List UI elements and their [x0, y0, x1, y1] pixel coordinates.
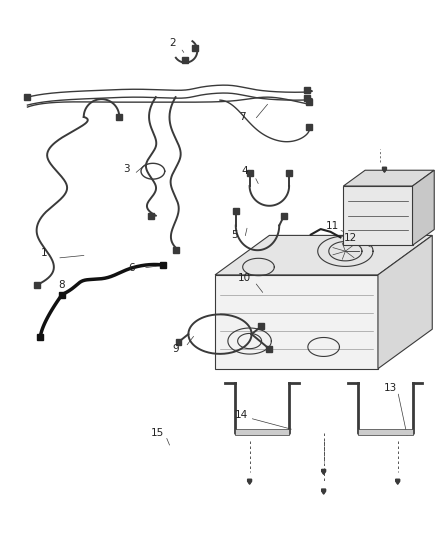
Bar	[192, 45, 198, 51]
Bar	[160, 262, 166, 268]
Text: 9: 9	[172, 344, 179, 354]
Polygon shape	[396, 479, 400, 484]
Bar	[176, 339, 181, 345]
Text: 10: 10	[238, 273, 251, 283]
Bar	[306, 124, 312, 130]
Text: 2: 2	[169, 38, 176, 48]
Bar	[117, 114, 122, 120]
Text: 4: 4	[241, 166, 248, 176]
Polygon shape	[235, 429, 289, 435]
Text: 14: 14	[235, 410, 248, 420]
Bar	[59, 292, 65, 297]
Bar	[304, 87, 310, 93]
Bar	[233, 208, 239, 214]
Bar	[281, 213, 287, 219]
Polygon shape	[215, 275, 378, 369]
Text: 3: 3	[123, 164, 130, 174]
Text: 6: 6	[128, 263, 134, 273]
Text: 11: 11	[326, 221, 339, 231]
Polygon shape	[343, 186, 413, 245]
Bar	[34, 282, 40, 288]
Bar	[247, 170, 253, 176]
Text: 5: 5	[232, 230, 238, 240]
Bar	[183, 56, 188, 62]
Polygon shape	[215, 236, 432, 275]
Text: 8: 8	[59, 280, 65, 290]
Bar	[25, 94, 30, 100]
Polygon shape	[358, 429, 413, 435]
Text: 12: 12	[344, 233, 357, 244]
Text: 7: 7	[240, 112, 246, 122]
Bar	[148, 213, 154, 219]
Bar	[286, 170, 292, 176]
Bar	[258, 324, 265, 329]
Bar	[173, 247, 179, 253]
Text: 15: 15	[151, 428, 164, 438]
Polygon shape	[382, 167, 386, 172]
Polygon shape	[378, 236, 432, 369]
Polygon shape	[343, 170, 434, 186]
Text: 1: 1	[41, 248, 48, 258]
Polygon shape	[413, 170, 434, 245]
Bar	[304, 95, 310, 101]
Polygon shape	[321, 489, 325, 494]
Polygon shape	[247, 479, 251, 484]
Bar	[266, 346, 272, 352]
Text: 13: 13	[384, 383, 397, 393]
Bar	[37, 334, 43, 340]
Polygon shape	[321, 470, 325, 474]
Bar	[306, 99, 312, 105]
